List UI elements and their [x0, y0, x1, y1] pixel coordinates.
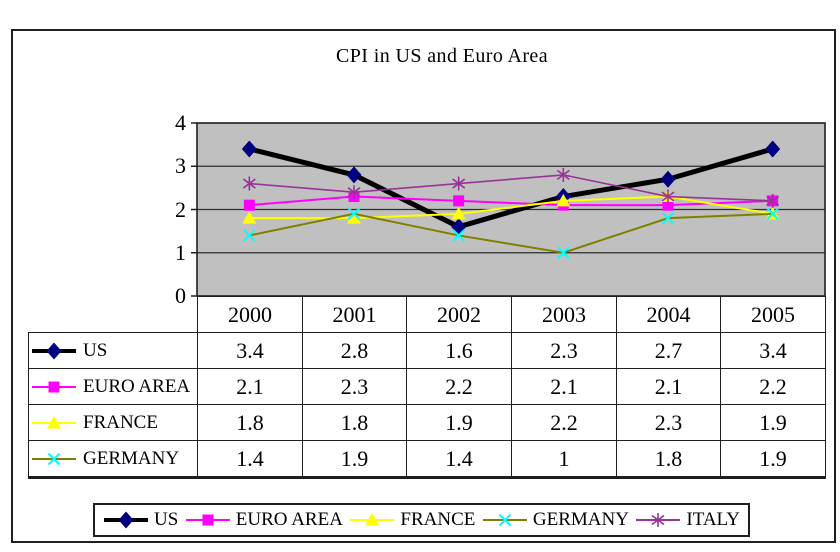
value-cell: 2.1 — [616, 368, 721, 405]
value-cell: 1.9 — [302, 440, 407, 479]
value-cell: 1 — [511, 440, 617, 479]
legend-label: US — [154, 509, 179, 530]
plot-area — [191, 122, 826, 297]
legend-item-germany: GERMANY — [482, 509, 629, 531]
legend-label: EURO AREA — [235, 509, 343, 530]
legend: US EURO AREA FRANCE GERMANY ITALY — [93, 503, 750, 537]
euro-area-series-key-icon — [32, 381, 76, 392]
series-label-cell: US — [28, 332, 198, 369]
series-germany — [243, 207, 779, 259]
table-year-row: 2000 2001 2002 2003 2004 2005 — [28, 296, 826, 333]
table-row-euro-area: EURO AREA 2.1 2.3 2.2 2.1 2.1 2.2 — [28, 368, 826, 405]
legend-item-euro-area: EURO AREA — [185, 509, 343, 531]
value-cell: 3.4 — [197, 332, 303, 369]
year-header-cell: 2001 — [302, 296, 407, 333]
germany-series-key-icon — [32, 452, 76, 465]
us-series-key-icon — [104, 511, 148, 529]
italy-series-key-icon — [636, 513, 681, 527]
y-axis-label: 1 — [175, 239, 186, 265]
series-line — [248, 146, 774, 230]
value-cell: 2.2 — [511, 404, 617, 441]
germany-series-key-icon — [482, 513, 527, 527]
value-cell: 2.3 — [616, 404, 721, 441]
legend-label: GERMANY — [532, 509, 629, 530]
year-header-cell: 2003 — [511, 296, 617, 333]
value-cell: 2.1 — [511, 368, 617, 405]
legend-item-france: FRANCE — [349, 509, 475, 531]
value-cell: 1.4 — [197, 440, 303, 479]
value-cell: 1.6 — [406, 332, 512, 369]
series-label-cell: FRANCE — [28, 404, 198, 441]
euro-area-series-key-icon — [185, 514, 230, 526]
year-header-cell: 2005 — [720, 296, 826, 333]
series-italy — [242, 167, 780, 208]
value-cell: 1.9 — [720, 404, 826, 441]
y-axis-label: 4 — [175, 110, 186, 135]
series-label-cell: GERMANY — [28, 440, 198, 479]
value-cell: 1.8 — [197, 404, 303, 441]
value-cell: 1.9 — [406, 404, 512, 441]
legend-item-italy: ITALY — [635, 509, 740, 531]
series-name: US — [83, 339, 108, 361]
year-header-cell: 2004 — [616, 296, 721, 333]
series-line — [249, 212, 773, 254]
series-line — [249, 195, 773, 207]
us-series-key-icon — [32, 342, 76, 359]
table-row-us: US 3.4 2.8 1.6 2.3 2.7 3.4 — [28, 332, 826, 369]
data-table: 2000 2001 2002 2003 2004 2005 US 3.4 2.8 1.6 2.3 2.… — [28, 296, 826, 479]
value-cell: 2.2 — [720, 368, 826, 405]
series-label-cell: EURO AREA — [28, 368, 198, 405]
value-cell: 1.4 — [406, 440, 512, 479]
value-cell: 2.8 — [302, 332, 407, 369]
table-corner-blank — [28, 296, 198, 333]
table-row-germany: GERMANY 1.4 1.9 1.4 1 1.8 1.9 — [28, 440, 826, 479]
value-cell: 1.8 — [616, 440, 721, 479]
value-cell: 2.3 — [302, 368, 407, 405]
value-cell: 1.9 — [720, 440, 826, 479]
legend-label: ITALY — [686, 509, 740, 530]
series-name: GERMANY — [83, 447, 180, 469]
series-name: FRANCE — [83, 411, 158, 433]
year-header-cell: 2002 — [406, 296, 512, 333]
france-series-key-icon — [32, 415, 76, 428]
value-cell: 2.1 — [197, 368, 303, 405]
legend-label: FRANCE — [400, 509, 476, 530]
legend-item-us: US — [103, 509, 178, 531]
y-axis-label: 3 — [175, 153, 186, 179]
france-series-key-icon — [350, 513, 395, 526]
value-cell: 3.4 — [720, 332, 826, 369]
series-name: EURO AREA — [83, 375, 191, 397]
value-cell: 1.8 — [302, 404, 407, 441]
chart-title: CPI in US and Euro Area — [336, 45, 548, 67]
year-header-cell: 2000 — [197, 296, 303, 333]
table-row-france: FRANCE 1.8 1.8 1.9 2.2 2.3 1.9 — [28, 404, 826, 441]
value-cell: 2.2 — [406, 368, 512, 405]
value-cell: 2.7 — [616, 332, 721, 369]
y-axis-label: 0 — [175, 283, 186, 308]
value-cell: 2.3 — [511, 332, 617, 369]
y-axis-label: 2 — [175, 196, 186, 222]
series-line — [249, 174, 773, 202]
